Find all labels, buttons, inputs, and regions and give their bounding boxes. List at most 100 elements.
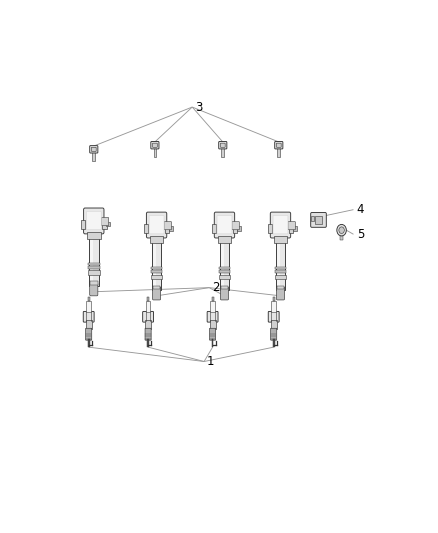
Bar [273,340,275,347]
Bar [151,266,162,269]
FancyBboxPatch shape [273,215,288,234]
Bar [221,286,228,289]
Bar [90,281,98,285]
Bar [153,238,155,286]
FancyBboxPatch shape [143,311,154,322]
FancyBboxPatch shape [90,146,98,153]
Bar [169,225,173,231]
Bar [87,232,101,239]
Bar [86,301,91,312]
Bar [277,286,284,289]
Bar [88,266,99,269]
Bar [218,236,231,243]
Bar [219,274,230,279]
FancyBboxPatch shape [209,328,215,340]
Bar [88,297,90,301]
Bar [210,301,215,312]
Bar [152,236,161,289]
FancyBboxPatch shape [270,212,291,238]
Text: 3: 3 [195,101,202,114]
Bar [219,266,230,269]
FancyBboxPatch shape [275,142,283,149]
Bar [151,274,162,279]
Bar [273,297,275,301]
Bar [151,270,162,273]
Bar [275,270,286,273]
FancyBboxPatch shape [164,222,172,230]
Bar [219,270,230,273]
Bar [221,238,223,286]
Bar [145,320,151,329]
Circle shape [339,227,344,233]
FancyBboxPatch shape [146,212,167,238]
Bar [233,224,237,233]
Text: 2: 2 [212,281,219,294]
Bar [146,301,151,312]
FancyBboxPatch shape [276,143,281,147]
Bar [144,224,148,233]
FancyBboxPatch shape [152,287,161,300]
Bar [275,266,286,269]
FancyBboxPatch shape [101,217,109,225]
Bar [88,270,99,276]
Bar [289,224,293,233]
FancyBboxPatch shape [288,222,295,230]
FancyBboxPatch shape [219,142,227,149]
Bar [154,147,156,157]
Bar [311,216,314,221]
FancyBboxPatch shape [90,282,98,296]
Bar [89,232,99,286]
Bar [237,225,241,231]
FancyBboxPatch shape [217,215,232,234]
Bar [153,286,160,289]
Bar [293,225,297,231]
FancyBboxPatch shape [207,311,218,322]
Bar [276,236,285,289]
FancyBboxPatch shape [92,147,96,151]
FancyBboxPatch shape [86,328,92,340]
Bar [86,320,92,329]
Bar [271,320,277,329]
Bar [209,320,215,329]
FancyBboxPatch shape [220,287,229,300]
Bar [81,220,85,229]
FancyBboxPatch shape [214,212,235,238]
Bar [147,340,149,347]
Bar [88,263,99,265]
Bar [102,220,107,229]
FancyBboxPatch shape [151,142,159,149]
Bar [212,224,216,233]
Bar [277,147,280,157]
FancyBboxPatch shape [232,222,240,230]
Text: 5: 5 [357,228,364,241]
FancyBboxPatch shape [83,311,94,322]
Bar [147,297,149,301]
FancyBboxPatch shape [311,213,326,227]
Bar [220,236,229,289]
FancyBboxPatch shape [220,143,225,147]
Bar [106,222,110,227]
Bar [212,297,214,301]
Bar [315,216,322,224]
FancyBboxPatch shape [276,287,285,300]
FancyBboxPatch shape [152,143,157,147]
Bar [222,147,224,157]
FancyBboxPatch shape [271,328,277,340]
Bar [212,340,213,347]
FancyBboxPatch shape [149,215,164,234]
Bar [150,236,163,243]
FancyBboxPatch shape [86,211,101,230]
Bar [165,224,170,233]
Text: 4: 4 [357,203,364,216]
FancyBboxPatch shape [268,311,279,322]
Bar [88,340,89,347]
Bar [277,238,279,286]
Bar [268,224,272,233]
Bar [275,274,286,279]
Text: 1: 1 [207,355,214,368]
Circle shape [337,224,346,236]
FancyBboxPatch shape [145,328,151,340]
Bar [340,235,343,240]
Bar [274,236,287,243]
Bar [92,151,95,161]
